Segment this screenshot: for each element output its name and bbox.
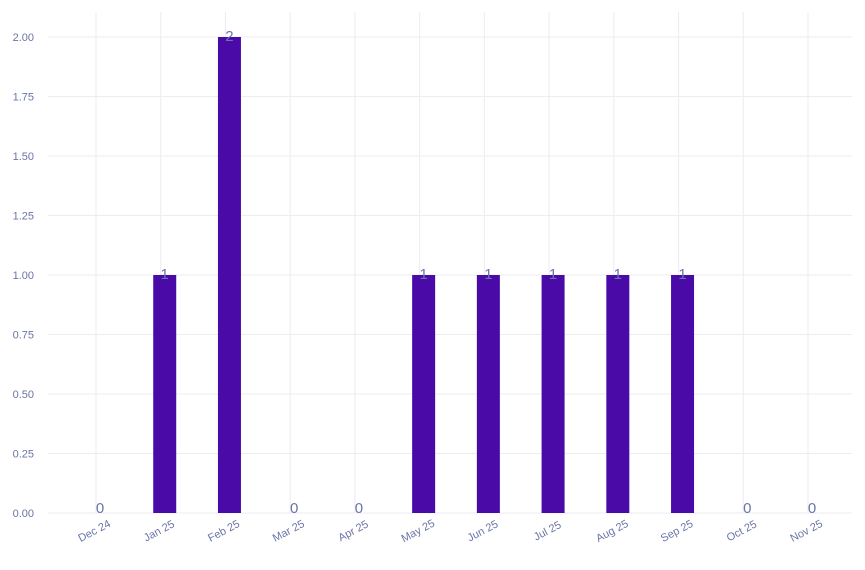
data-label: 1 [419,266,427,283]
data-label: 1 [484,266,492,283]
x-tick-label: Feb 25 [206,518,242,545]
bar [153,275,177,513]
data-label: 0 [355,500,363,517]
y-tick-label: 1.75 [13,92,34,104]
x-tick-label: Jun 25 [466,518,501,544]
bar [412,275,436,513]
y-tick-label: 0.00 [13,508,34,520]
y-tick-label: 1.50 [13,151,34,163]
bar [541,275,565,513]
y-tick-label: 0.25 [13,449,34,461]
data-label: 0 [808,500,816,517]
y-tick-label: 2.00 [13,32,34,44]
data-label: 0 [290,500,298,517]
data-label: 1 [161,266,169,283]
x-tick-label: Oct 25 [725,518,759,544]
y-axis: 0.00 0.25 0.50 0.75 1.00 1.25 1.50 1.75 2.00 [13,32,34,520]
data-label: 2 [225,28,233,45]
bar [671,275,695,513]
x-tick-label: Jul 25 [532,519,564,543]
y-tick-label: 0.50 [13,389,34,401]
x-tick-label: Aug 25 [594,518,630,545]
bars [153,37,695,513]
x-tick-label: Sep 25 [659,518,695,545]
x-tick-label: Nov 25 [788,518,824,545]
data-label: 1 [614,266,622,283]
x-tick-label: Dec 24 [76,518,112,545]
x-axis: Dec 24 Jan 25 Feb 25 Mar 25 Apr 25 May 25 Jun … [76,518,824,546]
y-tick-label: 1.00 [13,270,34,282]
data-label: 0 [96,500,104,517]
bar [476,275,500,513]
data-label: 0 [743,500,751,517]
bar [606,275,630,513]
bar [217,37,241,513]
y-tick-label: 1.25 [13,211,34,223]
data-label: 1 [678,266,686,283]
x-tick-label: Apr 25 [336,518,370,544]
y-tick-label: 0.75 [13,330,34,342]
data-label: 1 [549,266,557,283]
x-tick-label: Jan 25 [142,518,177,544]
x-tick-label: May 25 [399,518,436,546]
x-tick-label: Mar 25 [271,518,307,545]
data-labels: 0 1 2 0 0 1 1 1 1 1 0 0 [96,28,816,517]
